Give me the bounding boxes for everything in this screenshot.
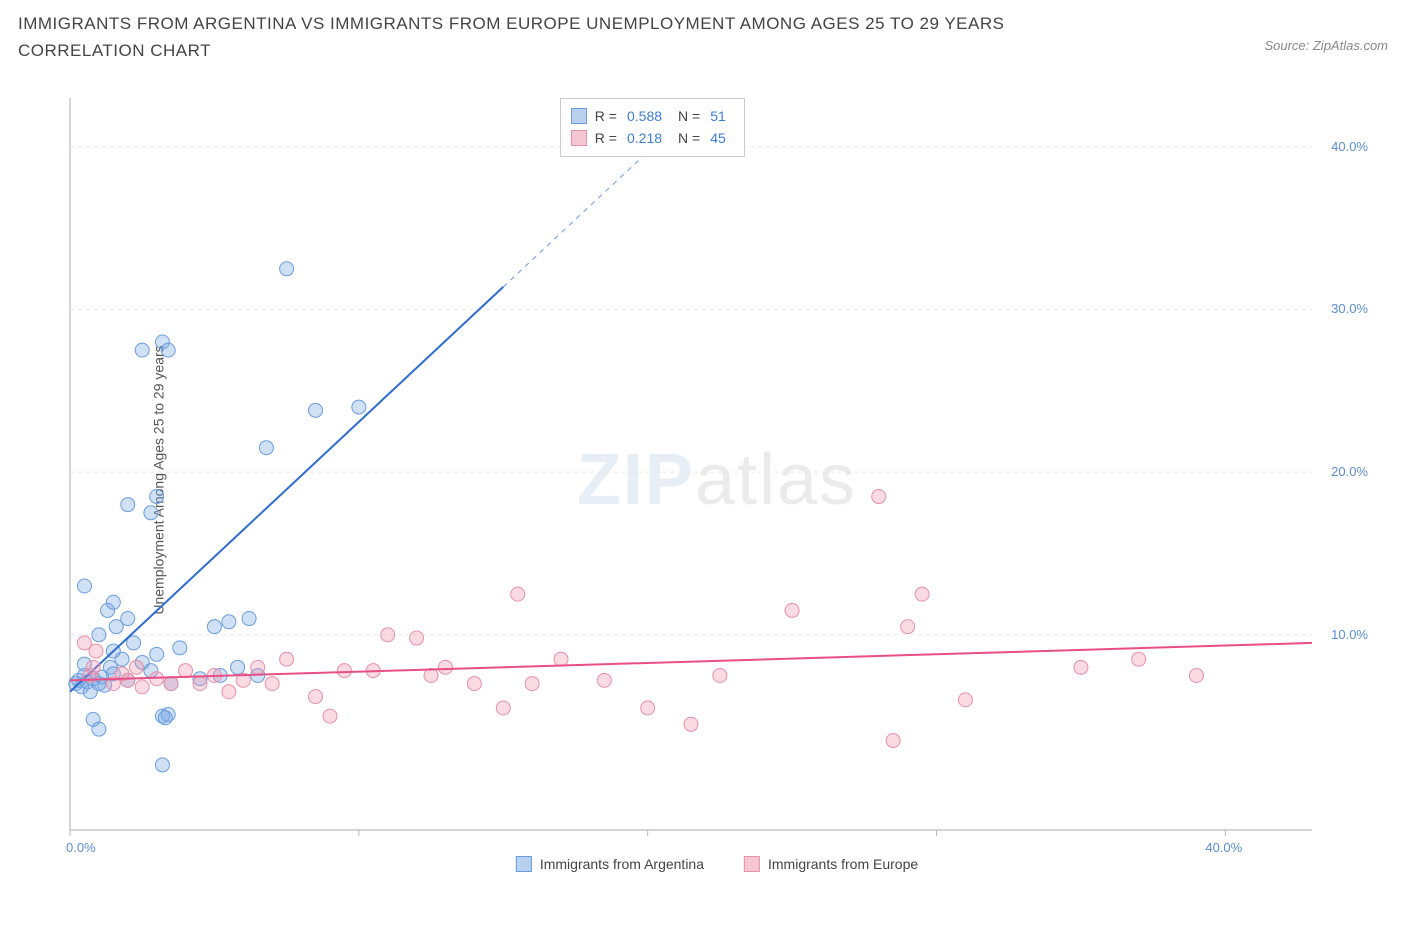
chart-area: Unemployment Among Ages 25 to 29 years Z… (62, 90, 1372, 870)
y-tick-label: 30.0% (1331, 301, 1368, 316)
chart-title: IMMIGRANTS FROM ARGENTINA VS IMMIGRANTS … (18, 10, 1118, 64)
legend-label: Immigrants from Argentina (540, 856, 704, 872)
legend-item: Immigrants from Europe (744, 856, 918, 872)
stat-r-label: R = (595, 105, 617, 127)
stats-swatch-icon (571, 130, 587, 146)
legend-label: Immigrants from Europe (768, 856, 918, 872)
y-tick-label: 40.0% (1331, 139, 1368, 154)
stat-n-value: 45 (710, 127, 726, 149)
legend: Immigrants from Argentina Immigrants from… (516, 856, 918, 872)
y-tick-label: 20.0% (1331, 464, 1368, 479)
stat-n-label: N = (678, 127, 700, 149)
source-label: Source: ZipAtlas.com (1264, 38, 1388, 53)
x-tick-label: 40.0% (1205, 840, 1242, 855)
stat-n-value: 51 (710, 105, 726, 127)
stats-row: R = 0.218 N = 45 (571, 127, 734, 149)
legend-swatch-icon (516, 856, 532, 872)
legend-swatch-icon (744, 856, 760, 872)
y-tick-label: 10.0% (1331, 627, 1368, 642)
x-tick-label: 0.0% (66, 840, 96, 855)
stat-r-value: 0.588 (627, 105, 662, 127)
scatter-plot (62, 90, 1372, 870)
stats-row: R = 0.588 N = 51 (571, 105, 734, 127)
stat-r-label: R = (595, 127, 617, 149)
stat-r-value: 0.218 (627, 127, 662, 149)
stats-swatch-icon (571, 108, 587, 124)
legend-item: Immigrants from Argentina (516, 856, 704, 872)
stats-box: R = 0.588 N = 51 R = 0.218 N = 45 (560, 98, 745, 157)
stat-n-label: N = (678, 105, 700, 127)
